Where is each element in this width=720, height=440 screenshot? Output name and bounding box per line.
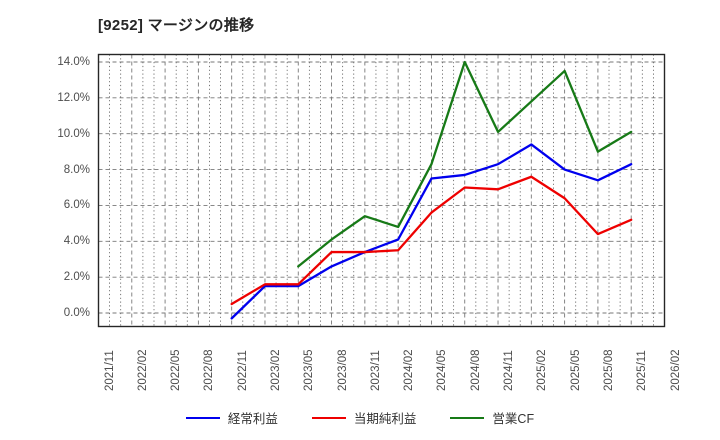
- x-tick-label: 2023/02: [269, 349, 282, 391]
- legend-line-icon: [450, 416, 485, 419]
- x-tick-label: 2025/11: [636, 350, 649, 391]
- series-line: [230, 175, 633, 306]
- y-tick-label: 2.0%: [63, 271, 90, 284]
- legend-label: 営業CF: [492, 412, 535, 426]
- x-tick-label: 2022/02: [136, 349, 149, 391]
- x-tick-label: 2024/11: [503, 350, 516, 391]
- x-tick-label: 2026/02: [669, 349, 682, 391]
- x-tick-label: 2024/08: [469, 349, 482, 391]
- x-tick-label: 2023/08: [336, 349, 349, 391]
- x-tick-label: 2024/02: [403, 349, 416, 391]
- y-tick-label: 4.0%: [63, 235, 90, 248]
- x-tick-label: 2023/11: [369, 350, 382, 391]
- y-tick-label: 8.0%: [63, 163, 90, 176]
- x-tick-label: 2022/08: [203, 349, 216, 391]
- chart-legend: 経常利益 当期純利益 営業CF: [0, 408, 720, 427]
- y-tick-label: 12.0%: [57, 91, 90, 104]
- legend-label: 経常利益: [227, 412, 278, 426]
- x-tick-label: 2025/02: [536, 349, 549, 391]
- x-tick-label: 2022/05: [170, 349, 183, 391]
- major-gridlines: [98, 54, 665, 327]
- x-tick-label: 2025/08: [602, 349, 615, 391]
- y-tick-label: 0.0%: [63, 307, 90, 319]
- legend-line-icon: [185, 416, 220, 419]
- x-tick-label: 2021/11: [103, 350, 116, 391]
- plot-border: [97, 53, 666, 328]
- x-tick-label: 2024/05: [436, 349, 449, 391]
- y-tick-label: 10.0%: [57, 127, 90, 140]
- chart-title: [9252] マージンの推移: [98, 17, 255, 34]
- y-tick-label: 14.0%: [57, 56, 90, 68]
- x-tick-label: 2022/11: [236, 350, 249, 391]
- legend-item[interactable]: 経常利益: [185, 408, 278, 427]
- minor-gridlines: [109, 54, 654, 327]
- series-line: [230, 143, 633, 320]
- series-line: [297, 60, 633, 268]
- legend-item[interactable]: 営業CF: [450, 408, 534, 427]
- legend-line-icon: [311, 416, 346, 419]
- legend-item[interactable]: 当期純利益: [311, 408, 417, 427]
- series-lines: [230, 60, 633, 320]
- legend-label: 当期純利益: [353, 412, 417, 426]
- y-tick-label: 6.0%: [63, 199, 90, 212]
- x-tick-label: 2025/05: [569, 349, 582, 391]
- x-tick-label: 2023/05: [303, 349, 316, 391]
